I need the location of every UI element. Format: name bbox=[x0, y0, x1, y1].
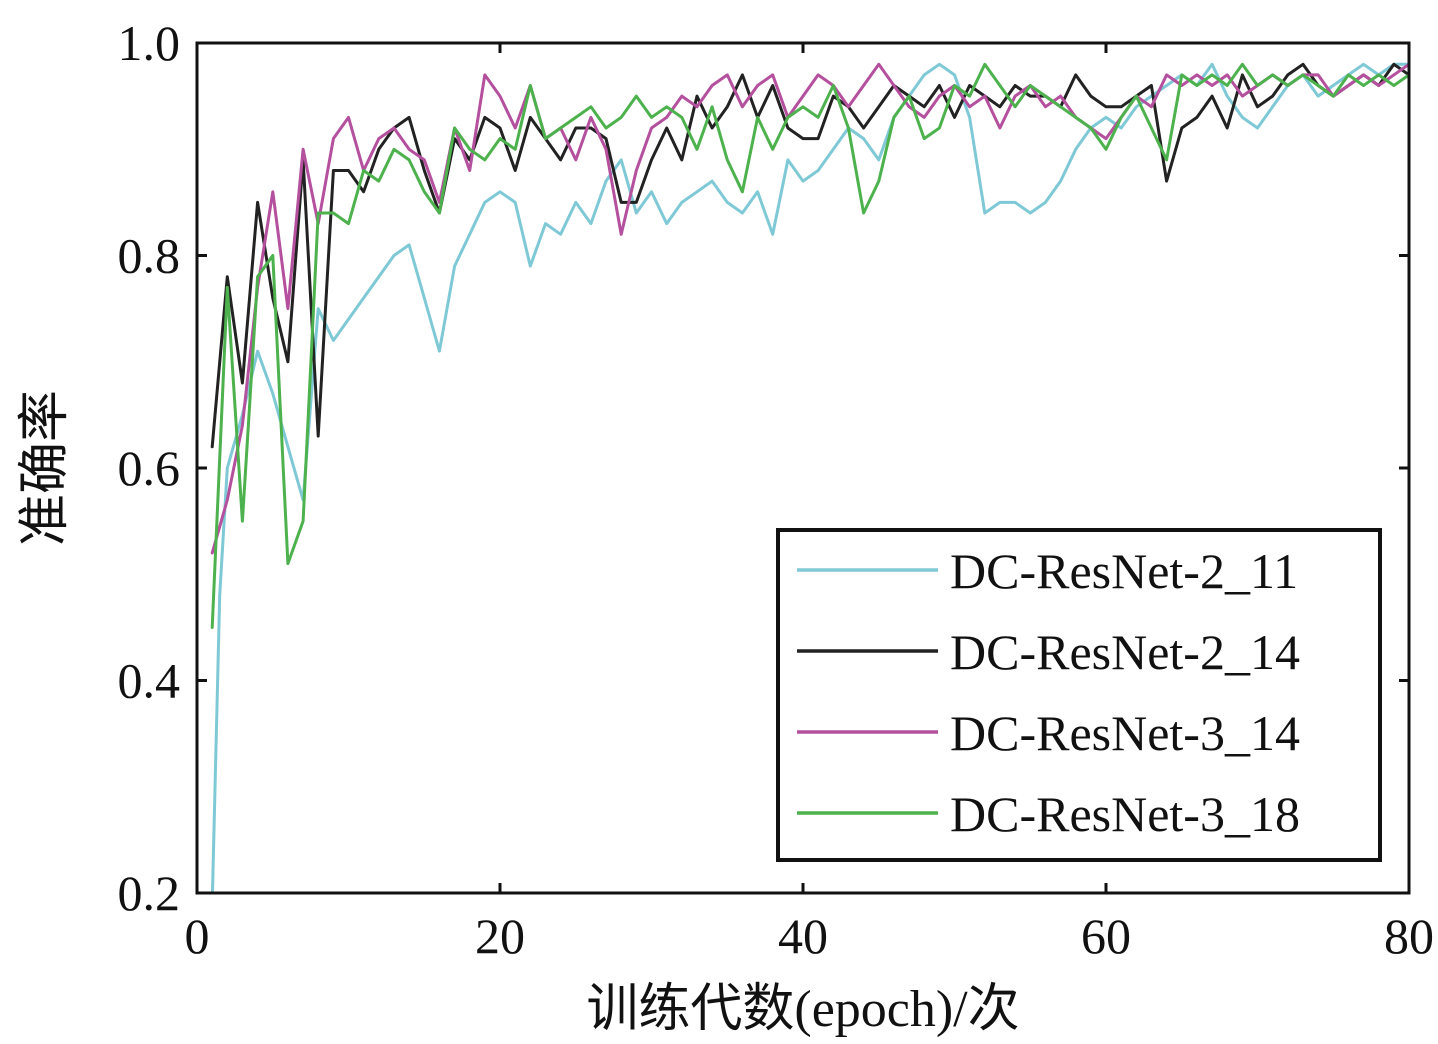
legend-label: DC-ResNet-2_11 bbox=[950, 543, 1298, 599]
y-tick-label: 0.4 bbox=[118, 653, 181, 709]
series-line-2 bbox=[210, 62, 1409, 449]
y-axis-label: 准确率 bbox=[17, 390, 74, 546]
x-axis-label: 训练代数(epoch)/次 bbox=[586, 981, 1019, 1038]
series-layer bbox=[210, 62, 1409, 893]
series-line-4 bbox=[210, 62, 1409, 629]
x-tick-label: 80 bbox=[1384, 908, 1434, 964]
legend-items: DC-ResNet-2_11 DC-ResNet-2_14 DC-ResNet-3_… bbox=[797, 543, 1300, 842]
legend-label: DC-ResNet-3_14 bbox=[950, 705, 1300, 761]
legend-label: DC-ResNet-2_14 bbox=[950, 624, 1300, 680]
y-tick-label: 0.2 bbox=[118, 865, 181, 921]
x-tick-label: 60 bbox=[1081, 908, 1131, 964]
y-tick-label: 1.0 bbox=[118, 15, 181, 71]
x-tick-label: 40 bbox=[778, 908, 828, 964]
x-tick-label: 20 bbox=[475, 908, 525, 964]
series-line-1 bbox=[210, 62, 1409, 893]
legend-box bbox=[776, 528, 1382, 862]
series-line-3 bbox=[210, 62, 1409, 555]
axis-ticks: 0 20 40 60 80 0.2 0.4 0.6 0.8 1.0 bbox=[118, 15, 1435, 964]
legend-label: DC-ResNet-3_18 bbox=[950, 786, 1300, 842]
y-tick-label: 0.6 bbox=[118, 440, 181, 496]
y-tick-label: 0.8 bbox=[118, 228, 181, 284]
legend: DC-ResNet-2_11 DC-ResNet-2_14 DC-ResNet-3_… bbox=[776, 528, 1382, 862]
x-tick-label: 0 bbox=[185, 908, 210, 964]
